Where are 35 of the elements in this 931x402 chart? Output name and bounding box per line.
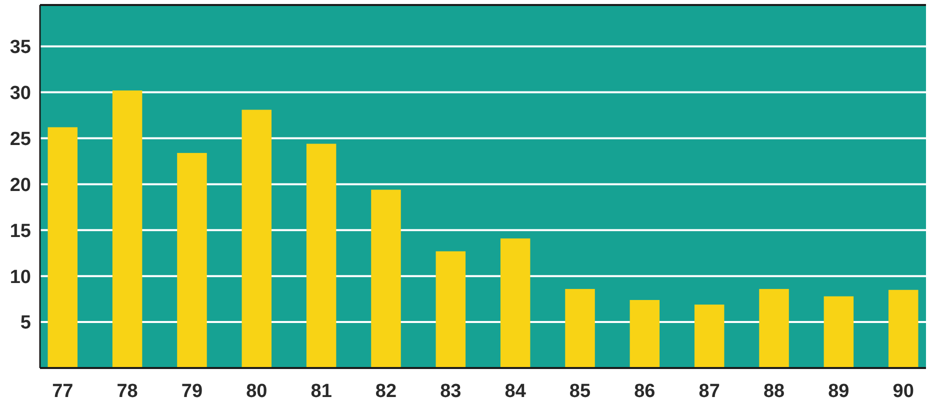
x-tick-label: 85 — [569, 381, 592, 402]
bar — [112, 90, 142, 368]
bar — [565, 288, 595, 368]
y-tick-label: 35 — [10, 37, 32, 58]
x-tick-label: 81 — [310, 381, 332, 402]
bar — [888, 290, 918, 368]
y-tick-label: 15 — [10, 220, 32, 242]
bar — [500, 238, 530, 368]
bar — [306, 144, 336, 368]
x-tick-label: 80 — [246, 381, 268, 402]
bar — [436, 251, 466, 368]
bar — [824, 296, 854, 368]
x-tick-label: 82 — [375, 381, 397, 402]
x-tick-label: 77 — [52, 381, 74, 402]
bar — [630, 300, 660, 368]
x-tick-label: 86 — [634, 381, 656, 402]
x-tick-label: 79 — [181, 381, 203, 402]
bar — [694, 304, 724, 368]
y-tick-label: 20 — [10, 174, 31, 196]
bar — [242, 110, 272, 368]
x-tick-label: 89 — [828, 381, 850, 402]
y-tick-label: 30 — [10, 82, 31, 104]
y-tick-label: 25 — [10, 128, 32, 150]
bar — [48, 127, 78, 368]
x-tick-label: 84 — [504, 381, 526, 402]
x-tick-label: 78 — [116, 381, 138, 402]
x-tick-label: 90 — [892, 381, 914, 402]
y-tick-label: 5 — [20, 312, 32, 334]
x-tick-label: 87 — [698, 381, 720, 402]
bar — [177, 152, 207, 368]
x-tick-label: 83 — [440, 381, 462, 402]
bar — [371, 190, 401, 368]
bar — [759, 288, 789, 368]
y-tick-label: 10 — [10, 266, 31, 288]
x-tick-label: 88 — [763, 381, 785, 402]
